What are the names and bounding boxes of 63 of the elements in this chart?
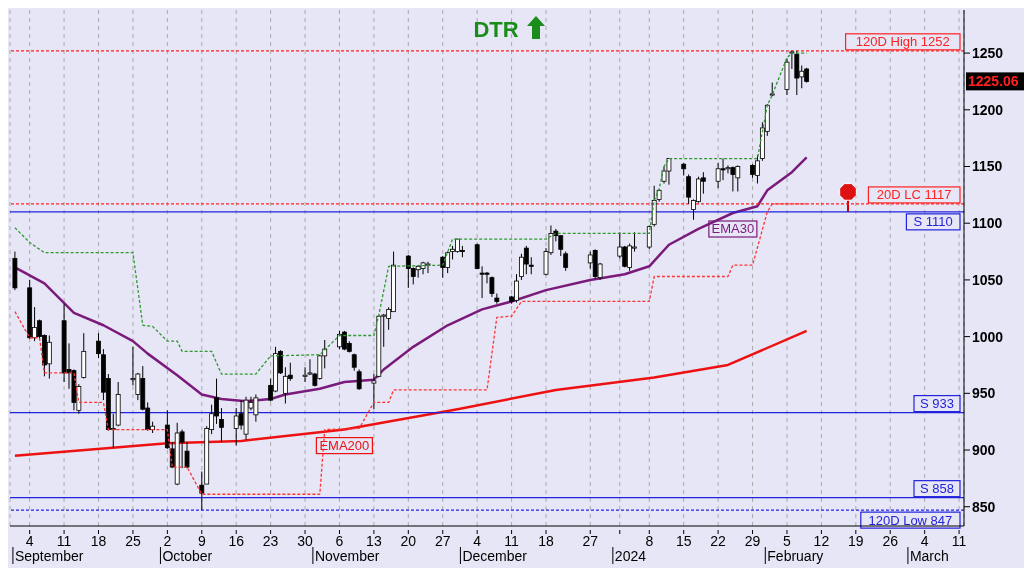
series-label: EMA200 xyxy=(319,438,370,454)
candlestick xyxy=(46,334,52,380)
x-tick-label: 12 xyxy=(813,533,830,549)
x-tick-label: 8 xyxy=(645,533,654,549)
line-series xyxy=(14,52,808,375)
y-tick-label: 1250 xyxy=(972,45,1004,62)
x-tick-label: 15 xyxy=(675,533,692,549)
x-tick-label: 4 xyxy=(25,533,34,549)
y-tick-label: 950 xyxy=(972,385,996,402)
text: March xyxy=(909,548,949,564)
x-tick-label: 23 xyxy=(262,533,279,549)
ref-line-label: S 858 xyxy=(920,481,954,497)
x-tick-label: 4 xyxy=(920,533,929,549)
candlestick xyxy=(523,245,529,275)
x-tick-label: 5 xyxy=(783,533,792,549)
y-tick-label: 850 xyxy=(972,498,996,515)
ref-line-label: 120D High 1252 xyxy=(855,34,950,50)
text: 2024 xyxy=(614,548,647,564)
text: December xyxy=(462,548,528,564)
y-tick-label: 1050 xyxy=(972,271,1004,288)
x-tick-label: 13 xyxy=(366,533,382,549)
x-tick-label: 2 xyxy=(163,533,172,549)
x-tick-label: 29 xyxy=(744,533,761,549)
x-tick-label: 18 xyxy=(538,533,555,549)
x-tick-label: 9 xyxy=(197,533,206,549)
line-series xyxy=(13,329,808,457)
x-tick-label: 27 xyxy=(434,533,451,549)
y-tick-label: 1100 xyxy=(972,215,1003,232)
x-tick-label: 11 xyxy=(56,533,72,549)
ref-line-label: S 933 xyxy=(920,396,954,412)
candlestick xyxy=(199,471,205,511)
candlestick xyxy=(356,369,362,391)
x-tick-label: 30 xyxy=(297,533,314,549)
candlestick xyxy=(686,173,692,205)
candlestick xyxy=(563,251,569,272)
x-tick-label: 4 xyxy=(473,533,482,549)
candlestick xyxy=(96,332,101,359)
ref-line-label: S 1110 xyxy=(913,214,953,230)
y-tick-label: 1200 xyxy=(972,101,1004,118)
x-tick-label: 27 xyxy=(582,533,599,549)
x-tick-label: 19 xyxy=(848,533,864,549)
text: November xyxy=(314,548,380,564)
x-tick-label: 22 xyxy=(710,533,727,549)
text: October xyxy=(162,548,213,564)
x-tick-label: 11 xyxy=(951,533,967,549)
chart-title: DTR xyxy=(473,17,519,42)
x-tick-label: 11 xyxy=(504,533,520,549)
x-tick-label: 18 xyxy=(90,533,107,549)
x-tick-label: 6 xyxy=(335,533,344,549)
x-tick-label: 20 xyxy=(400,533,417,549)
candlestick xyxy=(219,407,224,443)
text: 1225.06 xyxy=(968,73,1019,90)
ref-line-label: 20D LC 1117 xyxy=(876,187,952,203)
y-tick-label: 1150 xyxy=(972,158,1003,175)
ref-line-label: 120D Low 847 xyxy=(868,512,953,528)
y-tick-label: 900 xyxy=(972,441,996,458)
x-tick-label: 25 xyxy=(125,533,141,549)
x-tick-label: 16 xyxy=(228,533,245,549)
text: February xyxy=(767,548,824,564)
x-tick-label: 26 xyxy=(882,533,899,549)
text: September xyxy=(14,548,84,564)
y-tick-label: 1000 xyxy=(972,328,1004,345)
line-series xyxy=(14,203,808,495)
